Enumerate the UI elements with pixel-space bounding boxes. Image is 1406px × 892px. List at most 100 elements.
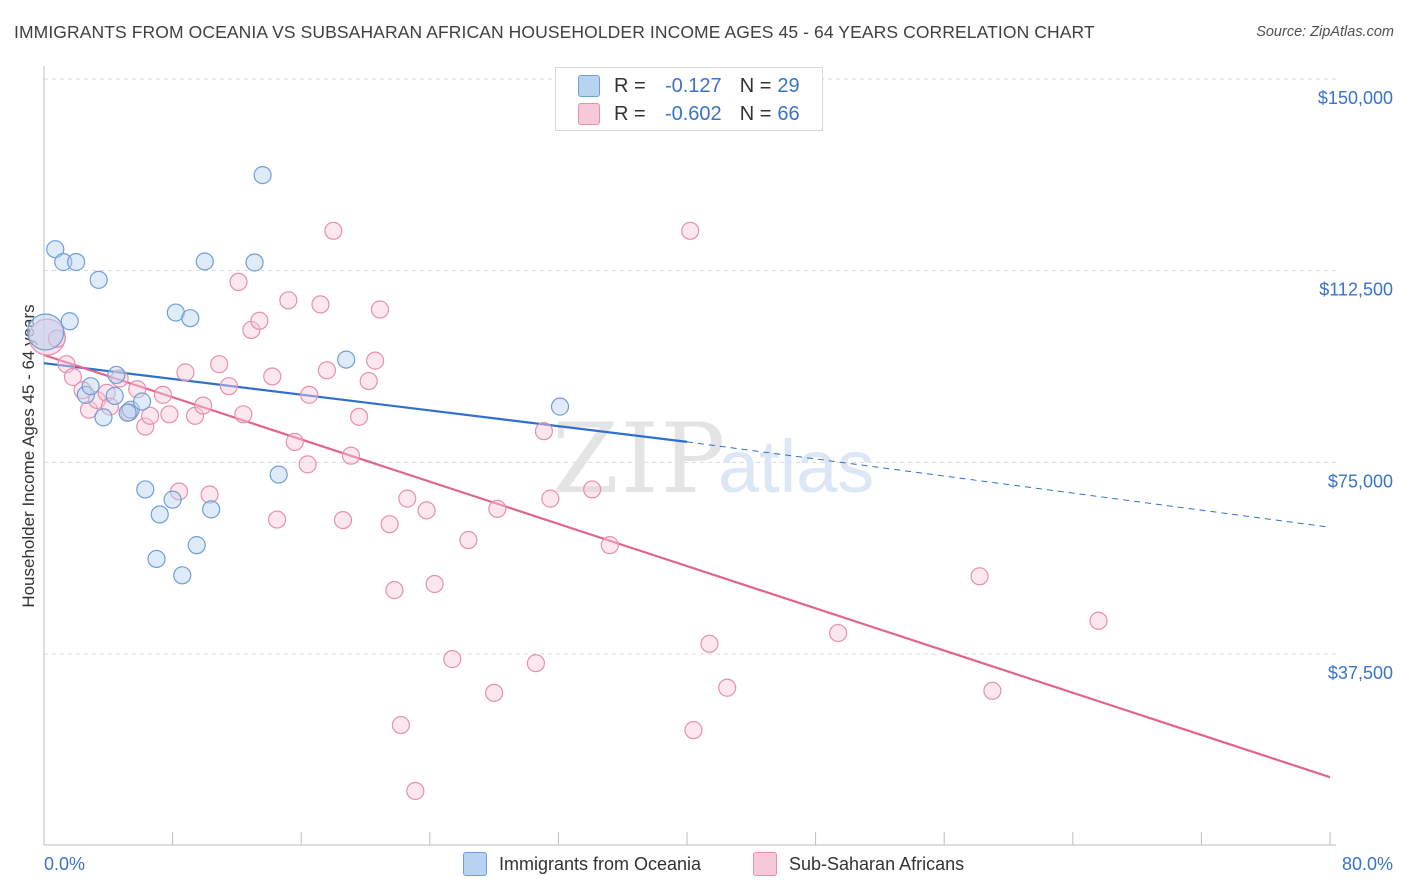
point-oceania <box>81 377 100 396</box>
point-sub-saharan <box>391 715 410 735</box>
point-sub-saharan <box>160 405 179 424</box>
y-tick-label: $37,500 <box>1328 663 1393 683</box>
point-oceania <box>105 386 124 405</box>
point-sub-saharan <box>210 355 229 374</box>
trend-line-oceania-projection <box>686 441 1331 528</box>
legend-label-sub-saharan: Sub-Saharan Africans <box>789 853 965 874</box>
point-sub-saharan <box>267 510 287 529</box>
n-label: N = <box>739 74 772 97</box>
point-sub-saharan <box>110 369 129 388</box>
point-oceania <box>337 350 356 369</box>
point-sub-saharan <box>341 446 361 465</box>
point-sub-saharan <box>459 530 478 550</box>
point-sub-saharan <box>285 432 304 451</box>
point-oceania <box>269 465 288 484</box>
point-sub-saharan <box>829 623 848 643</box>
point-sub-saharan <box>229 272 248 292</box>
point-sub-saharan <box>176 363 195 382</box>
point-oceania <box>107 365 126 385</box>
y-tick-labels: $37,500 $75,000 $112,500 $150,000 <box>1318 88 1393 683</box>
point-sub-saharan <box>425 574 444 594</box>
point-sub-saharan <box>583 480 602 499</box>
x-tick-label: 80.0% <box>1342 854 1393 874</box>
x-tick-label: 0.0% <box>44 854 85 874</box>
point-sub-saharan <box>700 634 719 653</box>
point-sub-saharan <box>718 678 737 697</box>
r-value: -0.602 <box>664 102 722 125</box>
r-value: -0.127 <box>664 74 722 97</box>
trend-line-oceania <box>43 362 688 443</box>
y-axis-label: Householder Income Ages 45 - 64 years <box>19 304 38 607</box>
stats-legend: R = -0.127 N = 29 R = -0.602 N = 66 <box>555 67 823 131</box>
point-sub-saharan <box>600 536 619 555</box>
point-oceania <box>67 252 86 272</box>
y-tick-label: $112,500 <box>1319 280 1393 300</box>
watermark-atlas: atlas <box>718 425 874 508</box>
point-sub-saharan <box>1089 611 1108 630</box>
point-sub-saharan <box>324 221 343 240</box>
point-sub-saharan <box>541 489 560 508</box>
point-sub-saharan <box>153 385 173 404</box>
legend-item-sub-saharan[interactable]: Sub-Saharan Africans <box>753 851 964 877</box>
point-sub-saharan <box>406 781 425 801</box>
point-sub-saharan <box>681 221 700 240</box>
point-oceania <box>27 313 65 351</box>
source-credit: Source: ZipAtlas.com <box>1256 24 1394 40</box>
y-tick-label: $75,000 <box>1328 471 1393 491</box>
point-sub-saharan <box>417 501 436 520</box>
point-sub-saharan <box>200 485 219 504</box>
point-oceania <box>54 252 73 272</box>
point-sub-saharan <box>194 396 213 415</box>
point-oceania <box>136 480 155 499</box>
point-sub-saharan <box>219 377 238 396</box>
point-sub-saharan <box>263 367 282 386</box>
point-sub-saharan <box>333 510 353 530</box>
point-sub-saharan <box>485 683 504 702</box>
legend-swatch-oceania <box>578 75 600 97</box>
point-sub-saharan <box>385 581 404 600</box>
point-sub-saharan <box>380 515 399 534</box>
point-oceania <box>550 397 570 416</box>
point-sub-saharan <box>349 407 369 426</box>
point-sub-saharan <box>983 681 1002 700</box>
point-oceania <box>118 403 137 422</box>
point-sub-saharan <box>250 311 269 330</box>
point-sub-saharan <box>298 455 317 474</box>
r-label: R = <box>614 102 646 125</box>
watermark: ZIP atlas <box>552 403 874 515</box>
n-value: 29 <box>777 74 800 97</box>
point-oceania <box>163 490 182 509</box>
point-oceania <box>150 505 169 524</box>
point-oceania <box>76 385 95 404</box>
trend-lines <box>43 353 1331 779</box>
point-oceania <box>245 253 264 272</box>
point-sub-saharan <box>279 291 298 310</box>
point-oceania <box>89 270 108 289</box>
n-value: 66 <box>777 102 800 125</box>
legend-swatch-sub-saharan <box>578 103 600 125</box>
point-oceania <box>173 566 192 585</box>
point-oceania <box>202 500 221 519</box>
point-sub-saharan <box>234 405 253 424</box>
point-oceania <box>181 309 200 328</box>
point-sub-saharan <box>136 417 155 436</box>
point-oceania <box>187 536 206 555</box>
point-sub-saharan <box>534 422 554 441</box>
axes <box>43 66 1336 846</box>
y-tick-label: $150,000 <box>1318 88 1393 108</box>
x-tick-labels: 0.0% 80.0% <box>44 854 1393 874</box>
trend-line-sub-saharan <box>43 353 1331 779</box>
n-label: N = <box>739 102 772 125</box>
legend-item-oceania[interactable]: Immigrants from Oceania <box>463 851 701 877</box>
point-sub-saharan <box>359 371 378 391</box>
stats-row-sub-saharan: R = -0.602 N = 66 <box>578 101 800 127</box>
watermark-zip: ZIP <box>552 403 727 515</box>
point-oceania <box>147 549 166 569</box>
legend-swatch-oceania <box>463 852 487 876</box>
point-sub-saharan <box>300 385 319 404</box>
legend-swatch-sub-saharan <box>753 852 777 876</box>
point-oceania <box>132 392 152 411</box>
point-sub-saharan <box>366 351 385 370</box>
stats-row-oceania: R = -0.127 N = 29 <box>578 73 800 99</box>
